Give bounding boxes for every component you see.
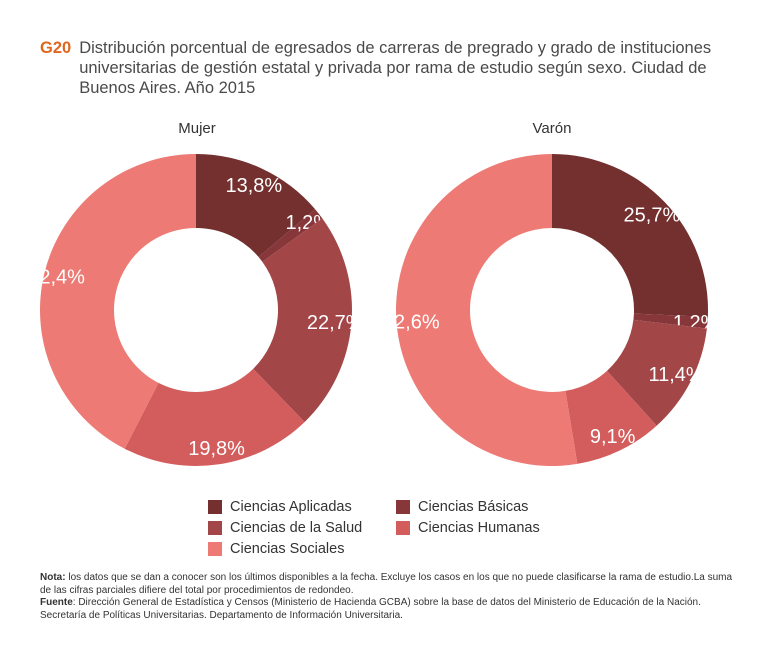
slice-ciencias-aplicadas <box>196 154 316 257</box>
legend-label: Ciencias Humanas <box>418 519 540 536</box>
fuente: Fuente: Dirección General de Estadística… <box>40 597 740 622</box>
data-label-ciencias-humanas: 19,8% <box>188 438 245 460</box>
data-label-ciencias-sociales: 52,6% <box>383 312 440 334</box>
chart-title-varon: Varón <box>532 120 572 137</box>
slice-ciencias-sociales <box>396 154 578 466</box>
legend-swatch <box>396 520 410 535</box>
legend-swatch <box>208 541 222 556</box>
slice-ciencias-basicas <box>633 313 708 329</box>
legend-item-basicas: Ciencias Básicas <box>396 497 566 516</box>
legend-swatch <box>208 520 222 535</box>
slice-ciencias-sociales <box>39 154 197 449</box>
legend-swatch <box>208 499 222 514</box>
data-label-ciencias-aplicadas: 25,7% <box>624 204 681 226</box>
slice-ciencias-humanas <box>565 370 657 464</box>
legend-item-humanas: Ciencias Humanas <box>396 518 566 537</box>
slice-ciencias-aplicadas <box>552 154 708 317</box>
legend-swatch <box>396 499 410 514</box>
chart-legend: Ciencias Aplicadas Ciencias Básicas Cien… <box>208 497 568 558</box>
slice-ciencias-de-la-salud <box>606 319 707 426</box>
slice-ciencias-de-la-salud <box>253 218 352 422</box>
nota-label: Nota: <box>40 572 66 583</box>
data-label-ciencias-humanas: 9,1% <box>590 426 636 448</box>
legend-item-salud: Ciencias de la Salud <box>208 518 396 537</box>
data-label-ciencias-de-la-salud: 22,7% <box>307 312 364 334</box>
legend-label: Ciencias Básicas <box>418 498 529 515</box>
data-label-ciencias-de-la-salud: 11,4% <box>648 364 703 386</box>
figure-title: Distribución porcentual de egresados de … <box>79 39 712 97</box>
figure-code: G20 <box>40 39 72 57</box>
chart-title-mujer: Mujer <box>178 120 216 137</box>
nota-text: los datos que se dan a conocer son los ú… <box>40 572 733 596</box>
data-label-ciencias-aplicadas: 13,8% <box>225 175 282 197</box>
legend-label: Ciencias Aplicadas <box>230 498 352 515</box>
legend-label: Ciencias Sociales <box>230 540 345 557</box>
slice-ciencias-humanas <box>124 368 305 466</box>
fuente-label: Fuente <box>40 597 73 608</box>
legend-label: Ciencias de la Salud <box>230 519 363 536</box>
data-label-ciencias-sociales: 42,4% <box>28 266 85 288</box>
figure-header: G20 Distribución porcentual de egresados… <box>40 38 740 98</box>
footnotes: Nota: los datos que se dan a conocer son… <box>40 572 740 622</box>
nota: Nota: los datos que se dan a conocer son… <box>40 572 740 597</box>
legend-item-aplicadas: Ciencias Aplicadas <box>208 497 396 516</box>
legend-item-sociales: Ciencias Sociales <box>208 539 396 558</box>
slice-ciencias-basicas <box>258 209 323 262</box>
fuente-text: : Dirección General de Estadística y Cen… <box>40 597 701 621</box>
